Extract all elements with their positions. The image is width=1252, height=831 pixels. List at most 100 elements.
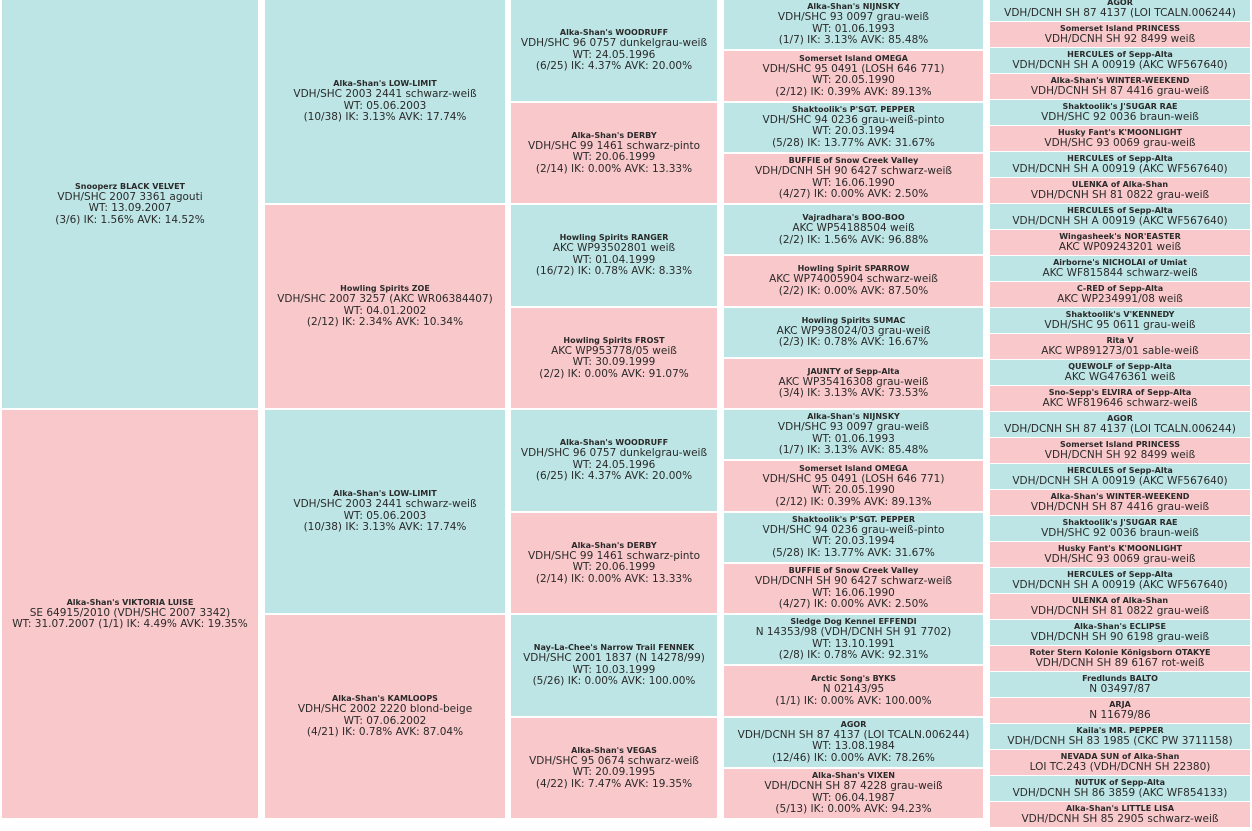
- ancestor-detail: (3/4) IK: 3.13% AVK: 73.53%: [778, 387, 929, 400]
- ancestor-female[interactable]: Somerset Island OMEGA VDH/SHC 95 0491 (LO…: [724, 51, 983, 101]
- ancestor-detail: AKC WP09243201 weiß: [1058, 241, 1182, 254]
- ancestor-detail: VDH/DCNH SH 87 4228 grau-weiß: [764, 780, 943, 793]
- ancestor-male[interactable]: Alka-Shan's LOW-LIMIT VDH/SHC 2003 2441 s…: [265, 410, 505, 613]
- ancestor-female[interactable]: Wingasheek's NOR'EASTER AKC WP09243201 we…: [990, 230, 1250, 255]
- ancestor-male[interactable]: Alka-Shan's NIJNSKY VDH/SHC 93 0097 grau-…: [724, 410, 983, 460]
- ancestor-name: Alka-Shan's DERBY: [571, 540, 657, 550]
- ancestor-male[interactable]: Alka-Shan's WOODRUFF VDH/SHC 96 0757 dunk…: [511, 410, 717, 511]
- ancestor-male[interactable]: AGOR VDH/DCNH SH 87 4137 (LOI TCALN.00624…: [990, 0, 1250, 21]
- ancestor-name: QUEWOLF of Sepp-Alta: [1068, 362, 1172, 372]
- ancestor-female[interactable]: Alka-Shan's KAMLOOPS VDH/SHC 2002 2220 bl…: [265, 615, 505, 818]
- ancestor-female[interactable]: Alka-Shan's LITTLE LISA VDH/DCNH SH 85 29…: [990, 802, 1250, 827]
- ancestor-detail: (16/72) IK: 0.78% AVK: 8.33%: [535, 265, 693, 277]
- ancestor-male[interactable]: HERCULES of Sepp-Alta VDH/DCNH SH A 00919…: [990, 568, 1250, 593]
- ancestor-female[interactable]: BUFFIE of Snow Creek Valley VDH/DCNH SH 9…: [724, 563, 983, 613]
- ancestor-male[interactable]: Alka-Shan's WOODRUFF VDH/SHC 96 0757 dunk…: [511, 0, 717, 101]
- ancestor-detail: (2/3) IK: 0.78% AVK: 16.67%: [778, 336, 929, 349]
- ancestor-male[interactable]: Nay-La-Chee's Narrow Trail FENNEK VDH/SHC…: [511, 615, 717, 716]
- ancestor-male[interactable]: Shaktoolik's V'KENNEDY VDH/SHC 95 0611 gr…: [990, 308, 1250, 333]
- ancestor-male[interactable]: Howling Spirits SUMAC AKC WP938024/03 gra…: [724, 307, 983, 357]
- ancestor-detail: WT: 20.03.1994: [812, 535, 895, 548]
- ancestor-female[interactable]: Sno-Sepp's ELVIRA of Sepp-Alta AKC WF8196…: [990, 386, 1250, 411]
- ancestor-detail: WT: 05.06.2003: [343, 99, 427, 112]
- ancestor-male[interactable]: HERCULES of Sepp-Alta VDH/DCNH SH A 00919…: [990, 48, 1250, 73]
- ancestor-detail: WT: 04.01.2002: [343, 304, 427, 317]
- ancestor-female[interactable]: Howling Spirit SPARROW AKC WP74005904 sch…: [724, 256, 983, 306]
- ancestor-male[interactable]: Shaktoolik's J'SUGAR RAE VDH/SHC 92 0036 …: [990, 516, 1250, 541]
- ancestor-male[interactable]: HERCULES of Sepp-Alta VDH/DCNH SH A 00919…: [990, 204, 1250, 229]
- ancestor-detail: (1/1) IK: 0.00% AVK: 100.00%: [775, 694, 932, 707]
- ancestor-female[interactable]: Somerset Island OMEGA VDH/SHC 95 0491 (LO…: [724, 461, 983, 511]
- ancestor-female[interactable]: ULENKA of Alka-Shan VDH/DCNH SH 81 0822 g…: [990, 594, 1250, 619]
- ancestor-male[interactable]: AGOR VDH/DCNH SH 87 4137 (LOI TCALN.00624…: [724, 717, 983, 767]
- ancestor-female[interactable]: Alka-Shan's VIXEN VDH/DCNH SH 87 4228 gra…: [724, 768, 983, 818]
- ancestor-male[interactable]: Sledge Dog Kennel EFFENDI N 14353/98 (VDH…: [724, 615, 983, 665]
- ancestor-name: Shaktoolik's J'SUGAR RAE: [1062, 102, 1178, 112]
- ancestor-male[interactable]: Shaktoolik's P'SGT. PEPPER VDH/SHC 94 023…: [724, 102, 983, 152]
- ancestor-name: Vajradhara's BOO-BOO: [802, 213, 905, 223]
- ancestor-female[interactable]: C-RED of Sepp-Alta AKC WP234991/08 weiß: [990, 282, 1250, 307]
- ancestor-detail: VDH/DCNH SH A 00919 (AKC WF567640): [1012, 475, 1228, 488]
- ancestor-female[interactable]: JAUNTY of Sepp-Alta AKC WP35416308 grau-w…: [724, 358, 983, 408]
- ancestor-male[interactable]: NUTUK of Sepp-Alta VDH/DCNH SH 86 3859 (A…: [990, 776, 1250, 801]
- ancestor-detail: VDH/SHC 92 0036 braun-weiß: [1041, 527, 1199, 540]
- ancestor-male[interactable]: Shaktoolik's J'SUGAR RAE VDH/SHC 92 0036 …: [990, 100, 1250, 125]
- ancestor-detail: (1/7) IK: 3.13% AVK: 85.48%: [778, 444, 929, 457]
- ancestor-female[interactable]: Rita V AKC WP891273/01 sable-weiß: [990, 334, 1250, 359]
- ancestor-name: Alka-Shan's NIJNSKY: [807, 2, 900, 12]
- ancestor-female[interactable]: Alka-Shan's VIKTORIA LUISE SE 64915/2010 …: [2, 410, 258, 818]
- ancestor-male[interactable]: Alka-Shan's ECLIPSE VDH/DCNH SH 90 6198 g…: [990, 620, 1250, 645]
- ancestor-detail: WT: 24.05.1996: [572, 48, 656, 61]
- ancestor-male[interactable]: Vajradhara's BOO-BOO AKC WP54188504 weiß(…: [724, 205, 983, 255]
- ancestor-name: C-RED of Sepp-Alta: [1076, 284, 1164, 294]
- ancestor-female[interactable]: Husky Fant's K'MOONLIGHT VDH/SHC 93 0069 …: [990, 542, 1250, 567]
- ancestor-female[interactable]: Alka-Shan's VEGAS VDH/SHC 95 0674 schwarz…: [511, 717, 717, 818]
- ancestor-detail: AKC WP891273/01 sable-weiß: [1041, 345, 1199, 358]
- ancestor-male[interactable]: Howling Spirits RANGER AKC WP93502801 wei…: [511, 205, 717, 306]
- ancestor-male[interactable]: QUEWOLF of Sepp-Alta AKC WG476361 weiß: [990, 360, 1250, 385]
- ancestor-detail: WT: 30.09.1999: [572, 356, 656, 368]
- ancestor-female[interactable]: NEVADA SUN of Alka-Shan LOI TC.243 (VDH/D…: [990, 750, 1250, 775]
- ancestor-detail: WT: 20.09.1995: [572, 766, 656, 778]
- ancestor-name: HERCULES of Sepp-Alta: [1067, 466, 1173, 476]
- ancestor-male[interactable]: Fredlunds BALTO N 03497/87: [990, 672, 1250, 697]
- ancestor-detail: VDH/SHC 99 1461 schwarz-pinto: [527, 549, 700, 562]
- ancestor-female[interactable]: Roter Stern Kolonie Königsborn OTAKYE VDH…: [990, 646, 1250, 671]
- ancestor-name: Airborne's NICHOLAI of Umiat: [1053, 258, 1187, 268]
- ancestor-name: ULENKA of Alka-Shan: [1071, 180, 1169, 190]
- ancestor-female[interactable]: ULENKA of Alka-Shan VDH/DCNH SH 81 0822 g…: [990, 178, 1250, 203]
- ancestor-detail: VDH/DCNH SH 87 4416 grau-weiß: [1030, 85, 1210, 98]
- ancestor-female[interactable]: Howling Spirits FROST AKC WP953778/05 wei…: [511, 307, 717, 408]
- ancestor-name: Alka-Shan's LOW-LIMIT: [333, 79, 437, 89]
- ancestor-name: JAUNTY of Sepp-Alta: [807, 366, 900, 376]
- ancestor-detail: VDH/DCNH SH 87 4416 grau-weiß: [1030, 501, 1210, 514]
- ancestor-female[interactable]: Alka-Shan's WINTER-WEEKEND VDH/DCNH SH 87…: [990, 74, 1250, 99]
- ancestor-male[interactable]: Airborne's NICHOLAI of Umiat AKC WF815844…: [990, 256, 1250, 281]
- ancestor-male[interactable]: Alka-Shan's NIJNSKY VDH/SHC 93 0097 grau-…: [724, 0, 983, 50]
- ancestor-female[interactable]: Husky Fant's K'MOONLIGHT VDH/SHC 93 0069 …: [990, 126, 1250, 151]
- ancestor-male[interactable]: Shaktoolik's P'SGT. PEPPER VDH/SHC 94 023…: [724, 512, 983, 562]
- ancestor-detail: WT: 05.06.2003: [343, 509, 427, 522]
- ancestor-detail: (4/27) IK: 0.00% AVK: 2.50%: [778, 598, 929, 611]
- ancestor-male[interactable]: AGOR VDH/DCNH SH 87 4137 (LOI TCALN.00624…: [990, 412, 1250, 437]
- ancestor-male[interactable]: HERCULES of Sepp-Alta VDH/DCNH SH A 00919…: [990, 464, 1250, 489]
- ancestor-female[interactable]: ARJA N 11679/86: [990, 698, 1250, 723]
- ancestor-female[interactable]: Alka-Shan's DERBY VDH/SHC 99 1461 schwarz…: [511, 102, 717, 203]
- ancestor-male[interactable]: HERCULES of Sepp-Alta VDH/DCNH SH A 00919…: [990, 152, 1250, 177]
- ancestor-female[interactable]: BUFFIE of Snow Creek Valley VDH/DCNH SH 9…: [724, 153, 983, 203]
- ancestor-female[interactable]: Arctic Song's BYKS N 02143/95 (1/1) IK: 0.…: [724, 666, 983, 716]
- ancestor-name: Shaktoolik's V'KENNEDY: [1065, 310, 1175, 320]
- ancestor-detail: (2/12) IK: 0.39% AVK: 89.13%: [775, 85, 932, 98]
- ancestor-female[interactable]: Alka-Shan's DERBY VDH/SHC 99 1461 schwarz…: [511, 512, 717, 613]
- ancestor-female[interactable]: Alka-Shan's WINTER-WEEKEND VDH/DCNH SH 87…: [990, 490, 1250, 515]
- ancestor-male[interactable]: Alka-Shan's LOW-LIMIT VDH/SHC 2003 2441 s…: [265, 0, 505, 203]
- ancestor-female[interactable]: Somerset Island PRINCESS VDH/DCNH SH 92 8…: [990, 438, 1250, 463]
- ancestor-detail: AKC WP74005904 schwarz-weiß: [769, 273, 938, 286]
- ancestor-name: Fredlunds BALTO: [1082, 674, 1158, 684]
- ancestor-detail: VDH/SHC 2003 2441 schwarz-weiß: [293, 88, 477, 101]
- ancestor-female[interactable]: Somerset Island PRINCESS VDH/DCNH SH 92 8…: [990, 22, 1250, 47]
- ancestor-male[interactable]: Kaila's MR. PEPPER VDH/DCNH SH 83 1985 (C…: [990, 724, 1250, 749]
- ancestor-male[interactable]: Snooperz BLACK VELVET VDH/SHC 2007 3361 a…: [2, 0, 258, 408]
- ancestor-female[interactable]: Howling Spirits ZOE VDH/SHC 2007 3257 (AK…: [265, 205, 505, 408]
- ancestor-name: Alka-Shan's ECLIPSE: [1073, 622, 1167, 632]
